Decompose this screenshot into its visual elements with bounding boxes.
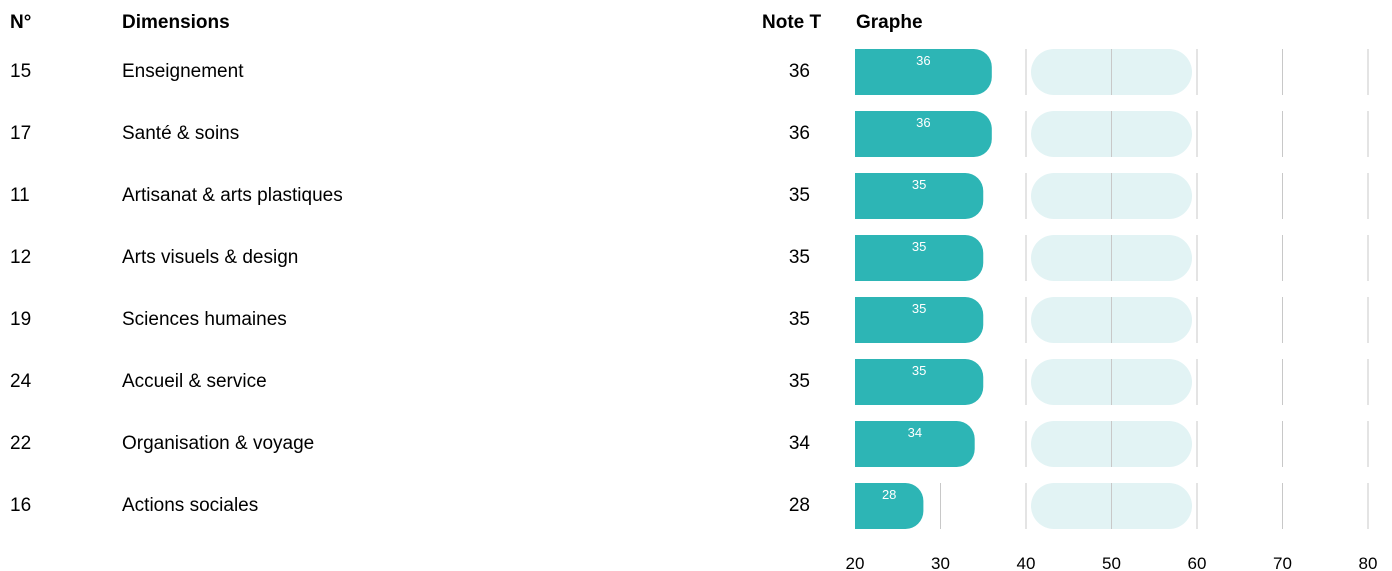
bar xyxy=(855,111,992,157)
bar xyxy=(855,297,984,343)
row-dimension: Arts visuels & design xyxy=(122,247,299,268)
row-note: 28 xyxy=(788,495,810,516)
row-dimension: Actions sociales xyxy=(122,495,259,516)
bar-label: 35 xyxy=(912,177,926,192)
row-number: 24 xyxy=(10,371,32,392)
row-note: 36 xyxy=(788,61,810,82)
header-note-t: Note T xyxy=(762,12,822,33)
x-tick-label: 40 xyxy=(1017,554,1036,571)
row-note: 35 xyxy=(788,371,810,392)
dimension-table: 15 Enseignement 36 17 Santé & soins 36 11 Artis… xyxy=(0,57,850,521)
x-tick-label: 30 xyxy=(931,554,950,571)
table-row: 12 Arts visuels & design 35 xyxy=(0,243,850,273)
table-row: 15 Enseignement 36 xyxy=(0,57,850,87)
bar-label: 36 xyxy=(916,115,930,130)
row-number: 16 xyxy=(10,495,32,516)
x-tick-label: 80 xyxy=(1359,554,1378,571)
table-row: 19 Sciences humaines 35 xyxy=(0,305,850,335)
row-dimension: Sciences humaines xyxy=(122,309,287,330)
table-row: 24 Accueil & service 35 xyxy=(0,367,850,397)
row-number: 19 xyxy=(10,309,32,330)
row-number: 11 xyxy=(10,185,30,206)
row-number: 15 xyxy=(10,61,32,82)
bar-label: 34 xyxy=(908,425,922,440)
x-tick-label: 70 xyxy=(1273,554,1292,571)
row-number: 22 xyxy=(10,433,32,454)
table-row: 16 Actions sociales 28 xyxy=(0,491,850,521)
bar-label: 35 xyxy=(912,363,926,378)
row-dimension: Enseignement xyxy=(122,61,244,82)
bar xyxy=(855,49,992,95)
row-dimension: Accueil & service xyxy=(122,371,267,392)
row-number: 17 xyxy=(10,123,32,144)
table-row: 22 Organisation & voyage 34 xyxy=(0,429,850,459)
bar-label: 28 xyxy=(882,487,896,502)
table-row: 17 Santé & soins 36 xyxy=(0,119,850,149)
x-tick-label: 20 xyxy=(846,554,865,571)
row-note: 35 xyxy=(788,185,810,206)
bar xyxy=(855,421,975,467)
x-tick-label: 60 xyxy=(1188,554,1207,571)
row-number: 12 xyxy=(10,247,32,268)
row-note: 34 xyxy=(788,433,810,454)
bar-label: 35 xyxy=(912,301,926,316)
header-graph: Graphe xyxy=(856,12,923,33)
row-dimension: Organisation & voyage xyxy=(122,433,315,454)
bar xyxy=(855,359,984,405)
header-number: N° xyxy=(10,12,32,33)
row-note: 35 xyxy=(788,247,810,268)
bar xyxy=(855,483,924,529)
bar-label: 36 xyxy=(916,53,930,68)
bar xyxy=(855,173,984,219)
header-dimensions: Dimensions xyxy=(122,12,230,33)
x-tick-label: 50 xyxy=(1102,554,1121,571)
row-note: 36 xyxy=(788,123,810,144)
table-row: 11 Artisanat & arts plastiques 35 xyxy=(0,181,850,211)
bar-label: 35 xyxy=(912,239,926,254)
row-note: 35 xyxy=(788,309,810,330)
row-dimension: Artisanat & arts plastiques xyxy=(122,185,343,206)
row-dimension: Santé & soins xyxy=(122,123,240,144)
bar xyxy=(855,235,984,281)
